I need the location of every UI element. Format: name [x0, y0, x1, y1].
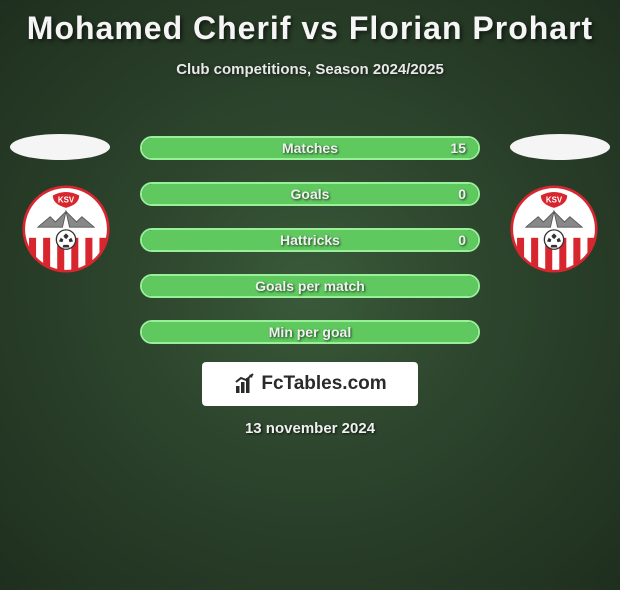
stat-value-right: 0 — [458, 232, 466, 248]
subtitle: Club competitions, Season 2024/2025 — [0, 61, 620, 78]
stat-bar-matches: Matches 15 — [140, 136, 480, 160]
stat-value-right: 0 — [458, 186, 466, 202]
stat-label: Matches — [282, 140, 338, 156]
stat-bar-goals-per-match: Goals per match — [140, 274, 480, 298]
chart-icon — [233, 372, 257, 396]
branding-badge: FcTables.com — [202, 362, 418, 406]
player-photo-right-placeholder — [510, 134, 610, 160]
player-photo-left-placeholder — [10, 134, 110, 160]
branding-text: FcTables.com — [261, 373, 386, 395]
svg-text:KSV: KSV — [58, 196, 75, 205]
stat-value-right: 15 — [450, 140, 466, 156]
date-text: 13 november 2024 — [0, 420, 620, 437]
stat-label: Goals — [291, 186, 330, 202]
stat-bar-goals: Goals 0 — [140, 182, 480, 206]
stat-label: Min per goal — [269, 324, 351, 340]
svg-text:KSV: KSV — [546, 196, 563, 205]
club-crest-left: KSV — [22, 185, 110, 273]
page-title: Mohamed Cherif vs Florian Prohart — [0, 10, 620, 47]
stat-bar-min-per-goal: Min per goal — [140, 320, 480, 344]
club-crest-right: KSV — [510, 185, 598, 273]
stat-bar-hattricks: Hattricks 0 — [140, 228, 480, 252]
stat-label: Hattricks — [280, 232, 340, 248]
stat-label: Goals per match — [255, 278, 365, 294]
stats-container: Matches 15 Goals 0 Hattricks 0 Goals per match… — [140, 136, 480, 344]
